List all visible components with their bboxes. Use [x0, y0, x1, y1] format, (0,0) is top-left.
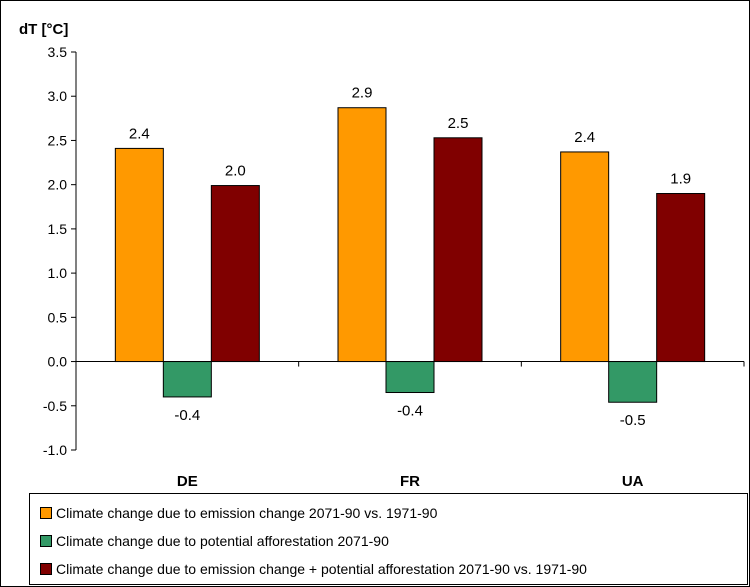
y-tick-label: 2.0: [48, 177, 68, 193]
y-tick-label: 2.5: [48, 132, 68, 148]
legend-item: Climate change due to emission change + …: [40, 559, 587, 579]
data-label: -0.5: [620, 412, 646, 429]
legend-swatch: [40, 535, 52, 547]
bar: [608, 361, 658, 403]
y-tick-label: 3.0: [48, 88, 68, 104]
data-label: 1.9: [670, 171, 691, 188]
data-label: -0.4: [397, 403, 423, 420]
plot-area: -1.0 -0.5 0.0 0.5 1.0 1.5 2.0 2.5 3.0 3.5 DE 2.4 -0.…: [43, 44, 745, 490]
legend-label: Climate change due to emission change 20…: [56, 505, 438, 521]
data-label: 2.0: [225, 163, 246, 180]
legend-swatch: [40, 507, 52, 519]
bar: [385, 361, 435, 394]
y-tick-label: 1.5: [48, 221, 68, 237]
data-label: 2.5: [448, 115, 469, 132]
legend-swatch: [40, 563, 52, 575]
bar-chart: dT [°C] -1.0 -0.5 0.0 0.5 1.0 1.5 2.0 2.5 3.0 3.5…: [19, 21, 745, 490]
bar: [433, 137, 483, 363]
x-category-label: FR: [400, 473, 420, 490]
x-category-label: DE: [177, 473, 198, 490]
data-label: 2.4: [574, 129, 595, 146]
bar: [656, 193, 706, 363]
bar: [210, 185, 260, 363]
bar: [560, 151, 610, 363]
y-tick-label: 3.5: [48, 44, 68, 60]
x-category-label: UA: [622, 473, 644, 490]
y-tick-label: 0.5: [48, 309, 68, 325]
y-tick-label: 0.0: [48, 354, 68, 370]
legend-item: Climate change due to potential afforest…: [40, 531, 389, 551]
data-label: 2.4: [129, 125, 150, 142]
y-tick-label: 1.0: [48, 265, 68, 281]
data-label: 2.9: [352, 85, 373, 102]
y-axis-label: dT [°C]: [19, 21, 68, 38]
legend: Climate change due to emission change 20…: [29, 493, 748, 585]
bar: [162, 361, 212, 398]
legend-item: Climate change due to emission change 20…: [40, 503, 437, 523]
y-tick-label: -0.5: [43, 398, 67, 414]
bar: [337, 107, 387, 363]
data-label: -0.4: [174, 407, 200, 424]
y-tick-label: -1.0: [43, 442, 67, 458]
legend-label: Climate change due to potential afforest…: [56, 533, 389, 549]
legend-label: Climate change due to emission change + …: [56, 561, 587, 577]
bar: [114, 147, 164, 363]
